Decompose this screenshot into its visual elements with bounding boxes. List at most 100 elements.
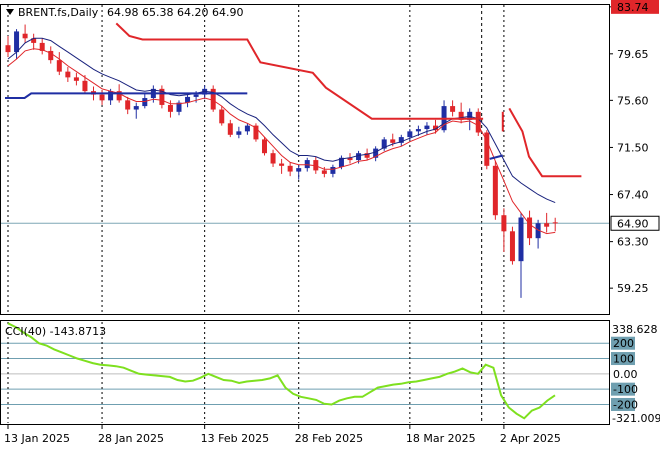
- candle-body-12: [108, 91, 114, 101]
- ma-slow-line: [7, 37, 556, 204]
- current-price-tag: [610, 215, 660, 231]
- candle-body-20: [176, 102, 182, 112]
- candle-body-52: [450, 106, 456, 112]
- candle-body-40: [347, 157, 353, 161]
- candle-body-30: [262, 139, 267, 154]
- dropdown-triangle-icon[interactable]: [6, 9, 14, 15]
- candle-body-6: [56, 60, 62, 72]
- cci-line: [7, 322, 556, 420]
- x-tick-label-4: 18 Mar 2025: [406, 432, 476, 445]
- cci-level-label-3: -100: [613, 383, 638, 396]
- x-tick-label-3: 28 Feb 2025: [295, 432, 363, 445]
- candle-body-54: [467, 111, 473, 120]
- candle-body-37: [321, 170, 327, 174]
- candle-body-41: [356, 153, 362, 161]
- candle-body-57: [492, 165, 498, 216]
- candle-body-36: [313, 160, 319, 171]
- candle-body-53: [458, 111, 464, 120]
- cci-level-tag-4: [611, 397, 635, 411]
- cci-level-label-1: 100: [613, 353, 634, 366]
- symbol-label: BRENT.fs,Daily: [18, 6, 99, 19]
- candle-body-48: [415, 129, 421, 132]
- support-resistance-lines: [5, 22, 582, 178]
- cci-scale-bottom: -321.009: [612, 412, 660, 425]
- candle-body-14: [125, 100, 131, 110]
- cci-level-tag-3: [611, 382, 635, 396]
- candle-body-44: [381, 139, 387, 149]
- cci-level-tag-1: [611, 352, 635, 366]
- support-line-0: [5, 92, 248, 99]
- current-price-label: 64.90: [617, 217, 649, 230]
- y-tick-label-4: 75.60: [617, 94, 649, 107]
- cci-series-line: [7, 322, 556, 420]
- y-tick-label-0: 59.25: [617, 282, 649, 295]
- candle-body-13: [116, 91, 122, 101]
- price-panel-border: [0, 4, 610, 315]
- candle-body-59: [509, 231, 515, 262]
- candle-body-8: [73, 77, 79, 81]
- candle-body-64: [552, 222, 558, 224]
- candle-body-27: [236, 131, 242, 135]
- candle-body-60: [518, 217, 524, 262]
- ohlc-values: 64.98 65.38 64.20 64.90: [107, 6, 243, 19]
- cci-scale-top: 338.628: [612, 323, 658, 336]
- price-axis: 59.25 63.30 67.40 71.50 75.60 79.65 83.74 64.90: [609, 0, 660, 295]
- y-tick-highlight-6: [611, 0, 659, 14]
- candle-body-3: [31, 38, 37, 43]
- candle-body-50: [433, 125, 438, 131]
- candle-body-47: [407, 131, 413, 138]
- candle-body-29: [253, 125, 259, 140]
- cci-label: CCI(40) -143.8713: [5, 325, 106, 338]
- price-panel: 59.25 63.30 67.40 71.50 75.60 79.65 83.74 64.90…: [0, 0, 660, 315]
- candle-body-43: [373, 148, 379, 158]
- candle-body-42: [364, 153, 370, 158]
- candle-body-45: [390, 139, 396, 143]
- candle-body-9: [82, 80, 88, 92]
- candle-body-5: [48, 50, 54, 61]
- candle-body-22: [193, 94, 199, 97]
- x-tick-label-0: 13 Jan 2025: [4, 432, 70, 445]
- candle-body-21: [185, 96, 191, 103]
- candle-body-25: [219, 109, 225, 124]
- candle-body-31: [270, 153, 276, 164]
- candle-body-2: [22, 33, 28, 39]
- candle-body-61: [527, 217, 533, 239]
- candle-body-15: [133, 106, 139, 110]
- support-line-1: [489, 154, 504, 160]
- candle-body-7: [65, 71, 71, 78]
- resistance-line-0: [115, 22, 484, 120]
- y-tick-label-1: 63.30: [617, 236, 649, 249]
- y-tick-label-2: 67.40: [617, 189, 649, 202]
- candle-body-28: [244, 125, 250, 132]
- cci-panel: 338.628 -321.009 200 100 0.00 -100 -200 CCI(40…: [0, 320, 660, 425]
- candle-body-46: [398, 137, 404, 143]
- candle-body-35: [304, 160, 310, 169]
- candle-body-34: [296, 168, 302, 172]
- candle-body-33: [287, 165, 293, 172]
- candle-body-55: [475, 111, 481, 133]
- candle-body-63: [544, 223, 550, 227]
- cci-level-label-0: 200: [613, 337, 634, 350]
- candle-body-18: [159, 88, 165, 105]
- candle-body-38: [330, 166, 336, 174]
- x-tick-label-2: 13 Feb 2025: [201, 432, 269, 445]
- candle-body-49: [424, 125, 430, 130]
- x-tick-label-1: 28 Jan 2025: [98, 432, 164, 445]
- chart-header: BRENT.fs,Daily 64.98 65.38 64.20 64.90: [6, 6, 243, 19]
- cci-level-tag-0: [611, 336, 635, 350]
- y-tick-label-6: 83.74: [617, 1, 649, 14]
- ma-fast-line: [7, 48, 556, 235]
- candle-body-0: [5, 45, 11, 53]
- candle-body-39: [338, 157, 344, 167]
- cci-level-label-2: 0.00: [613, 368, 638, 381]
- candle-body-19: [167, 104, 173, 112]
- candle-body-16: [142, 98, 148, 107]
- y-tick-label-3: 71.50: [617, 141, 649, 154]
- candles: [5, 24, 558, 298]
- y-tick-label-5: 79.65: [617, 48, 649, 61]
- moving-averages: [7, 37, 556, 235]
- date-axis: 13 Jan 2025 28 Jan 2025 13 Feb 2025 28 Feb …: [4, 425, 561, 445]
- candle-body-56: [484, 132, 490, 166]
- candle-body-26: [227, 123, 233, 135]
